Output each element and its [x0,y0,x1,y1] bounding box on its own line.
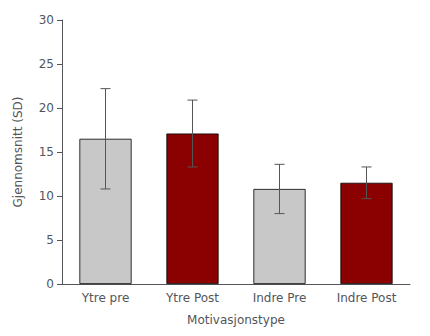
svg-text:Indre Post: Indre Post [337,291,397,305]
svg-text:5: 5 [46,233,54,247]
svg-text:Motivasjonstype: Motivasjonstype [187,313,285,327]
svg-text:Indre Pre: Indre Pre [253,291,307,305]
svg-text:Ytre pre: Ytre pre [81,291,130,305]
svg-text:Gjennomsnitt (SD): Gjennomsnitt (SD) [11,97,25,208]
svg-text:15: 15 [39,145,54,159]
svg-text:10: 10 [39,189,54,203]
svg-text:20: 20 [39,101,54,115]
svg-text:0: 0 [46,277,54,291]
svg-text:Ytre Post: Ytre Post [165,291,219,305]
svg-text:25: 25 [39,57,54,71]
svg-text:30: 30 [39,13,54,27]
